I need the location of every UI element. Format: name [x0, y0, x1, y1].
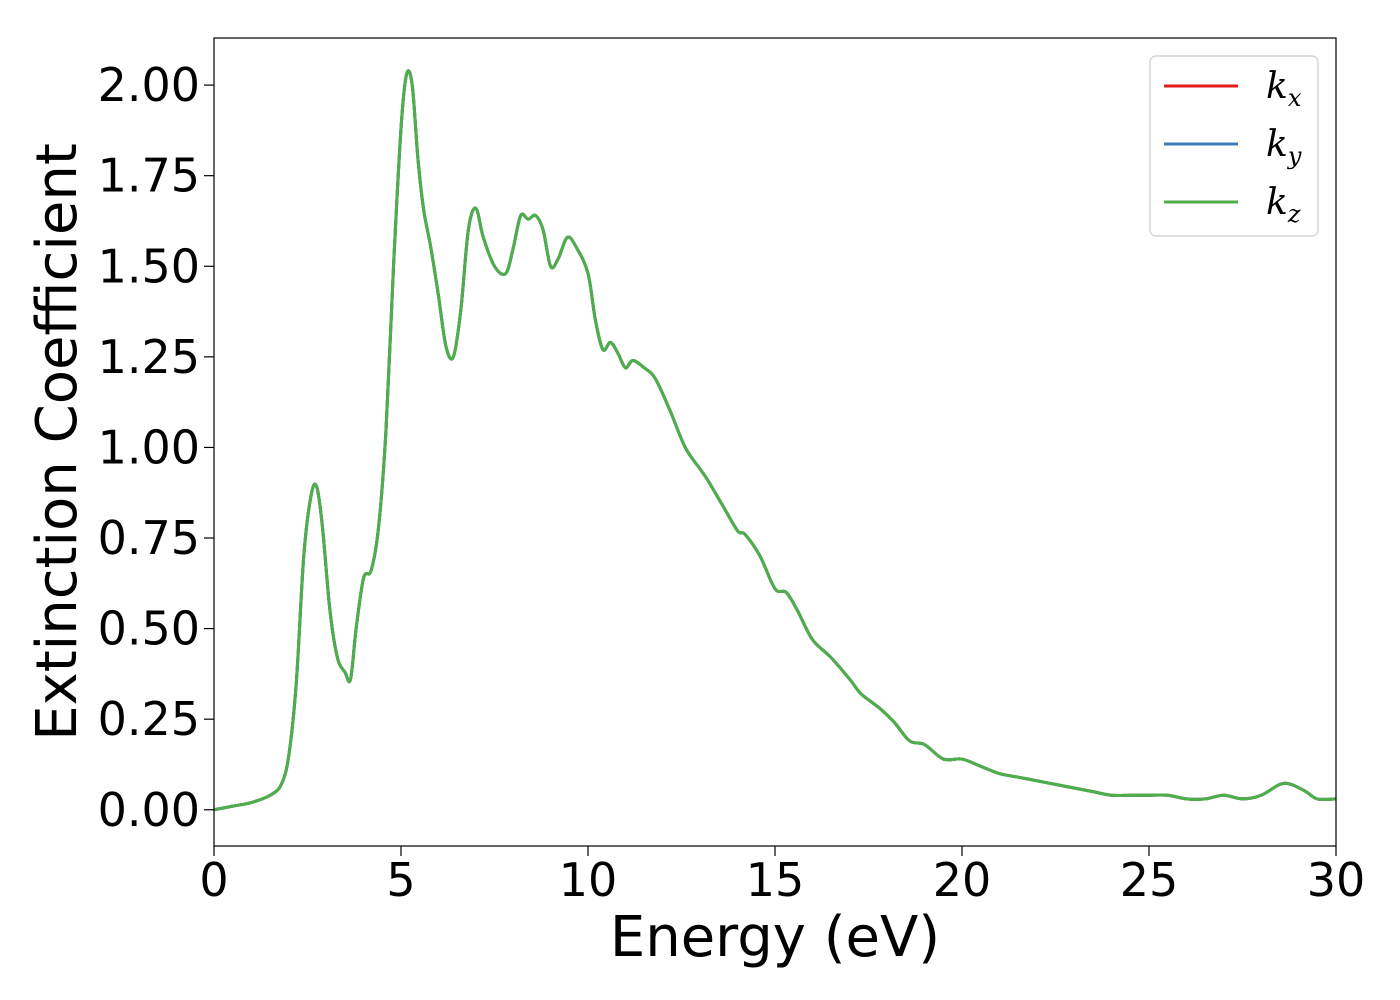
- x-tick-label: 15: [746, 853, 805, 907]
- x-tick-label: 0: [199, 853, 228, 907]
- x-axis: 0 5 10 15 20 25 30: [199, 846, 1365, 907]
- y-tick-label: 0.75: [98, 511, 200, 565]
- x-tick-label: 30: [1307, 853, 1366, 907]
- x-tick-label: 10: [559, 853, 618, 907]
- x-tick-label: 25: [1120, 853, 1179, 907]
- y-tick-label: 1.00: [98, 420, 200, 474]
- y-tick-label: 1.50: [98, 239, 200, 293]
- legend-label-ky: ky: [1266, 124, 1302, 170]
- legend-label-base: k: [1266, 66, 1288, 107]
- y-tick-label: 2.00: [98, 58, 200, 112]
- y-tick-label: 0.50: [98, 602, 200, 656]
- legend-label-subscript: x: [1288, 84, 1302, 112]
- x-axis-label: Energy (eV): [610, 905, 940, 970]
- series-line-kz: [213, 69, 1337, 812]
- y-tick-label: 1.25: [98, 330, 200, 384]
- y-axis: 0.00 0.25 0.50 0.75 1.00 1.25 1.50 1.75 2.00: [98, 58, 214, 837]
- legend-label-base: k: [1266, 124, 1288, 165]
- y-tick-label: 0.00: [98, 783, 200, 837]
- series-layer: [213, 69, 1337, 812]
- x-tick-label: 5: [386, 853, 415, 907]
- legend-label-subscript: y: [1287, 142, 1302, 170]
- legend-label-kx: kx: [1266, 66, 1302, 112]
- y-tick-label: 0.25: [98, 692, 200, 746]
- y-axis-label: Extinction Coefficient: [25, 143, 90, 741]
- x-tick-label: 20: [933, 853, 992, 907]
- legend-label-kz: kz: [1266, 182, 1301, 228]
- legend-label-base: k: [1266, 182, 1288, 223]
- legend-label-subscript: z: [1287, 200, 1301, 228]
- legend-box: [1149, 55, 1319, 237]
- y-tick-label: 1.75: [98, 149, 200, 203]
